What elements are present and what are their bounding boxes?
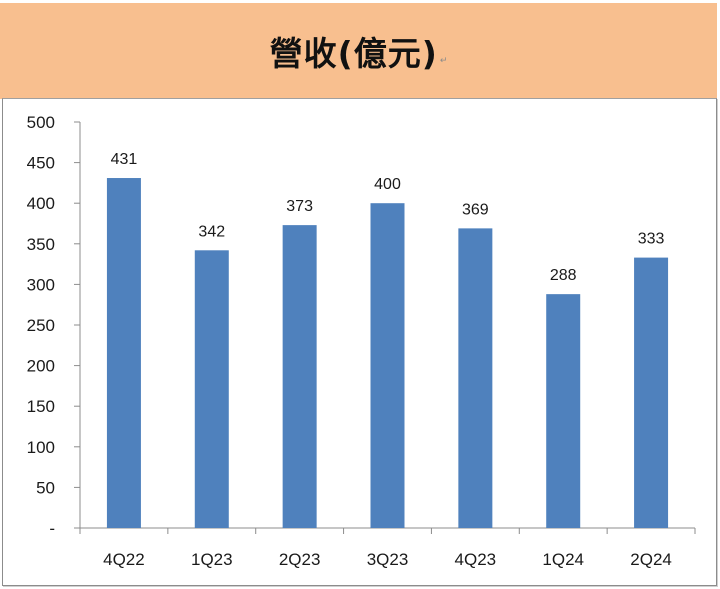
y-tick-label: 250	[27, 316, 55, 335]
y-tick-label: -	[49, 519, 55, 538]
bar-2q24	[634, 257, 669, 528]
bar-4q23	[458, 228, 493, 528]
data-label: 431	[111, 151, 138, 168]
bar-1q23	[194, 250, 229, 528]
x-category-label: 4Q22	[103, 550, 145, 569]
y-tick-label: 450	[27, 154, 55, 173]
chart-title: 營收(億元)	[269, 34, 438, 73]
bar-1q24	[546, 294, 581, 528]
chart-title-banner: 營收(億元) ↵	[0, 3, 717, 99]
y-tick-label: 50	[36, 478, 55, 497]
bar-2q23	[282, 225, 317, 528]
y-tick-label: 300	[27, 275, 55, 294]
y-tick-label: 150	[27, 397, 55, 416]
x-category-label: 2Q23	[279, 550, 321, 569]
y-tick-label: 200	[27, 357, 55, 376]
x-category-label: 1Q23	[191, 550, 233, 569]
data-label: 333	[638, 231, 665, 248]
bar-4q22	[106, 178, 141, 528]
bar-3q23	[370, 203, 405, 528]
data-label: 342	[198, 223, 225, 240]
y-tick-label: 500	[27, 113, 55, 132]
x-category-label: 4Q23	[455, 550, 497, 569]
x-category-label: 2Q24	[630, 550, 672, 569]
x-category-label: 1Q24	[542, 550, 584, 569]
x-category-label: 3Q23	[367, 550, 409, 569]
data-label: 373	[286, 198, 313, 215]
data-label: 288	[550, 267, 577, 284]
data-label: 369	[462, 201, 489, 218]
y-tick-label: 100	[27, 438, 55, 457]
data-label: 400	[374, 176, 401, 193]
y-tick-label: 400	[27, 194, 55, 213]
y-tick-label: 350	[27, 235, 55, 254]
paragraph-mark-icon: ↵	[439, 54, 448, 65]
